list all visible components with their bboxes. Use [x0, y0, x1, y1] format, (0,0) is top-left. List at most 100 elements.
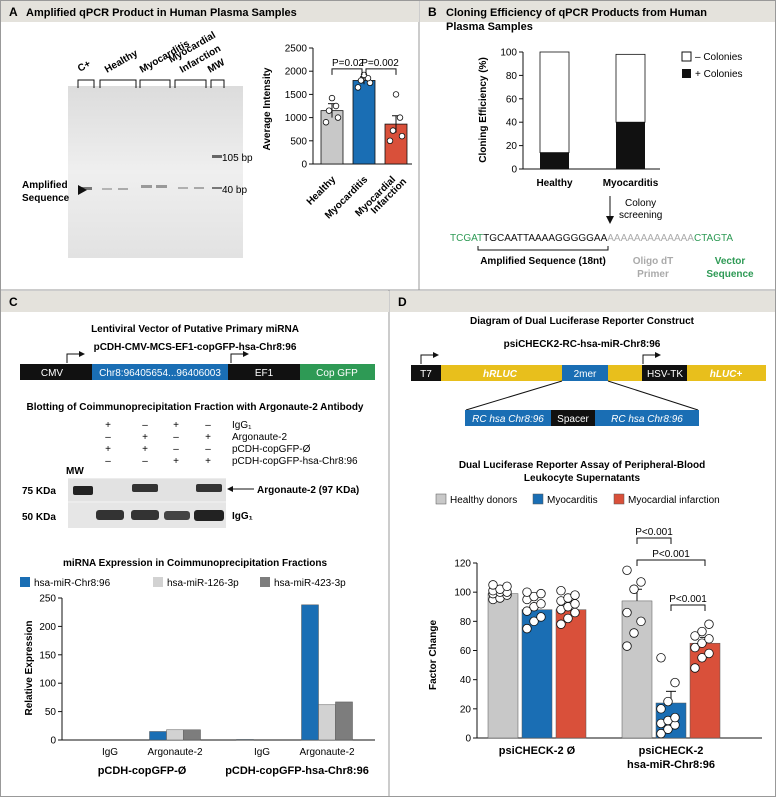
- blot-condition-mark: +: [142, 432, 148, 443]
- cmv-promoter-arrow-icon: [79, 351, 85, 357]
- panel-b-header: [420, 1, 775, 22]
- blot-condition-mark: +: [205, 432, 211, 443]
- cloning-bar-positive: [540, 152, 569, 169]
- blot-condition-mark: +: [173, 456, 179, 467]
- blot-condition-mark: –: [142, 420, 148, 431]
- assay-legend-swatch: [532, 493, 544, 505]
- intensity-point: [334, 114, 342, 121]
- intensity-chart: 05001000150020002500HealthyMyocarditisMy…: [285, 44, 412, 221]
- expr-tick-label: 250: [39, 594, 56, 605]
- blot-band-igg-1: [96, 510, 124, 520]
- panel-c-letter: C: [9, 295, 18, 309]
- blot-condition-mark: +: [173, 420, 179, 431]
- expr-tick-label: 150: [39, 650, 56, 661]
- segment-2mer: 2mer: [574, 369, 597, 380]
- cloning-ylabel: Cloning Efficiency (%): [478, 57, 489, 163]
- expr-bar: [183, 729, 201, 741]
- assay-point: [629, 628, 639, 638]
- legend-pos-colonies: + Colonies: [695, 69, 743, 80]
- assay-pvalue-bracket: [636, 559, 706, 566]
- assay-point: [563, 613, 573, 624]
- assay-tick-label: 80: [460, 617, 472, 628]
- expr-tick-label: 50: [45, 707, 57, 718]
- ef1-promoter-arrow-icon: [243, 351, 249, 357]
- assay-point: [697, 638, 707, 648]
- expr-bar: [335, 701, 353, 741]
- vector-label-line1: Vector: [715, 256, 746, 267]
- blot-conditions: + – + – IgG₁– + – + Argonaute-2+ + – – pCDH-copGFP-Ø…: [105, 420, 358, 467]
- assay-point: [570, 599, 580, 609]
- cloning-bar-negative: [539, 51, 570, 154]
- gel-band-healthy: [102, 188, 112, 190]
- gel-band-marker-40: [212, 187, 222, 189]
- lane-bracket-mw: [210, 79, 225, 88]
- intensity-tick-label: 500: [290, 136, 307, 147]
- assay-legend-label: Myocarditis: [547, 495, 598, 506]
- panel-d-header: [390, 291, 775, 312]
- segment-gfp: Cop GFP: [316, 368, 358, 379]
- cloning-tick-label: 40: [506, 118, 518, 129]
- assay-point: [536, 612, 546, 622]
- assay-tick-label: 100: [454, 588, 471, 599]
- reporter-construct: psiCHECK2-RC-hsa-miR-Chr8:96: [504, 339, 661, 350]
- assay-title-line1: Dual Luciferase Reporter Assay of Periph…: [459, 460, 705, 471]
- blot-mw-label: MW: [66, 466, 84, 477]
- assay-tick-label: 60: [460, 646, 472, 657]
- lane-label-healthy: Healthy: [103, 48, 140, 76]
- assay-legend-label: Myocardial infarction: [628, 495, 720, 506]
- intensity-ylabel: Average Intensity: [262, 67, 273, 150]
- cloning-chart: 0 20 40 60 80 100 Healthy Myocarditis: [500, 48, 660, 189]
- vector-label-line2: Sequence: [706, 269, 754, 280]
- cloning-cat-label: Healthy: [536, 178, 573, 189]
- assay-cat-label: psiCHECK-2: [639, 745, 704, 757]
- oligo-label-line1: Oligo dT: [633, 256, 674, 267]
- blot-condition-mark: –: [205, 444, 211, 455]
- amplified-label-line2: Sequence: [22, 193, 70, 204]
- assay-point: [670, 677, 680, 688]
- ef1-promoter-arrow: [230, 353, 244, 363]
- segment-t7-bg: [411, 365, 441, 381]
- cmv-promoter-arrow: [66, 353, 80, 363]
- cloning-bar-positive: [616, 122, 645, 169]
- luciferase-chart: 0 20 40 60 80 100 120 psiCHECK-2 Ø psiCHECK-2 hsa…: [454, 527, 762, 771]
- amplified-bracket: [477, 246, 609, 251]
- expr-legend-swatch: [153, 577, 163, 587]
- blot-condition-mark: –: [205, 420, 211, 431]
- blot-band-igg-2: [131, 510, 159, 520]
- blot-title: Blotting of Coimmunoprecipitation Fracti…: [26, 402, 363, 413]
- panel-b-title-line1: Cloning Efficiency of qPCR Products from…: [446, 7, 707, 19]
- assay-bar: [689, 642, 721, 739]
- expr-cat-label: IgG: [102, 747, 118, 758]
- assay-point: [690, 631, 700, 641]
- expr-legend-label: hsa-miR-126-3p: [167, 578, 239, 589]
- expr-bar: [318, 704, 336, 741]
- blot-band-mw-75: [73, 486, 93, 495]
- expr-bar: [166, 729, 184, 741]
- blot-condition-label: pCDH-copGFP-Ø: [232, 444, 311, 455]
- blot-condition-mark: +: [142, 444, 148, 455]
- blot-condition-label: Argonaute-2: [232, 432, 287, 443]
- blot-band-ago-1: [132, 484, 158, 492]
- lane-label-control: C+: [76, 58, 93, 74]
- cloning-tick-label: 60: [506, 94, 518, 105]
- sequence-text: TCGATTGCAATTAAAAGGGGGAAAAAAAAAAAAAAACTAG…: [450, 233, 733, 244]
- assay-title-line2: Leukocyte Supernatants: [524, 473, 641, 484]
- assay-legend-label: Healthy donors: [450, 495, 517, 506]
- assay-pvalue-label: P<0.001: [635, 527, 673, 538]
- expr-group-label: pCDH-copGFP-Ø: [98, 765, 187, 777]
- assay-point: [488, 580, 498, 590]
- cloning-tick-label: 100: [500, 48, 517, 59]
- expr-tick-label: 100: [39, 679, 56, 690]
- intensity-bar: [352, 80, 376, 165]
- panel-a-title: Amplified qPCR Product in Human Plasma S…: [26, 7, 297, 19]
- panel-d-letter: D: [398, 295, 407, 309]
- panel-b-title-line2: Plasma Samples: [446, 21, 533, 33]
- assay-point: [522, 606, 532, 616]
- cloning-cat-label: Myocarditis: [603, 178, 659, 189]
- intensity-point: [332, 102, 340, 110]
- expr-group-label: pCDH-copGFP-hsa-Chr8:96: [225, 765, 369, 777]
- cloning-tick-label: 0: [511, 165, 517, 176]
- legend-pos-colonies-swatch: [682, 69, 691, 78]
